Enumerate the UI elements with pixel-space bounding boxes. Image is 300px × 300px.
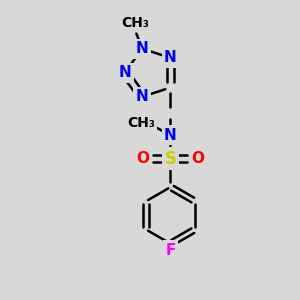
Text: CH₃: CH₃ [127, 116, 155, 130]
Text: S: S [164, 150, 176, 168]
Text: N: N [164, 128, 177, 142]
Text: N: N [118, 65, 131, 80]
Text: N: N [136, 41, 148, 56]
Text: O: O [192, 152, 205, 166]
Text: O: O [136, 152, 149, 166]
Text: N: N [164, 50, 177, 65]
Text: CH₃: CH₃ [121, 16, 149, 30]
Text: F: F [165, 243, 176, 258]
Text: N: N [136, 89, 148, 104]
